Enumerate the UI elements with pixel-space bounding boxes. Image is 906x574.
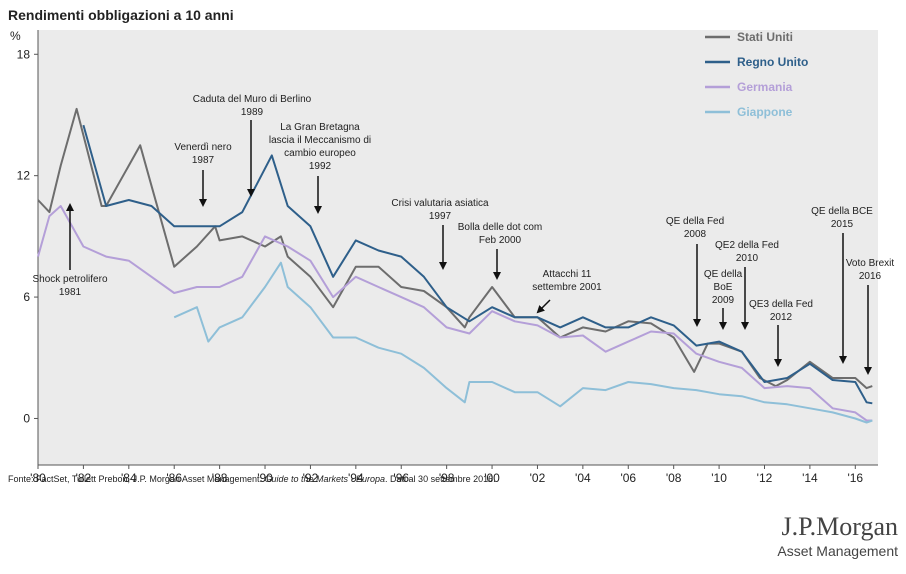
legend-label: Giappone [737,105,793,119]
x-tick-label: '10 [711,471,727,485]
annotation: 2009 [712,295,735,306]
x-tick-label: '00 [484,471,500,485]
logo-subtitle: Asset Management [777,543,898,559]
annotation: 1981 [59,287,82,298]
x-tick-label: '94 [348,471,364,485]
annotation: QE3 della Fed [749,299,813,310]
annotation: La Gran Bretagna [280,122,360,133]
annotation: 1987 [192,155,215,166]
logo: J.P.Morgan [781,512,898,541]
annotation: Caduta del Muro di Berlino [193,94,312,105]
legend-label: Germania [737,80,793,94]
x-tick-label: '14 [802,471,818,485]
annotation: 2016 [859,271,882,282]
x-tick-label: '80 [30,471,46,485]
line-series [82,124,873,405]
y-axis-label: % [10,29,21,43]
y-tick-label: 6 [23,290,30,304]
y-tick-label: 18 [17,47,31,61]
x-tick-label: '16 [847,471,863,485]
x-tick-label: '84 [121,471,137,485]
annotation: 2010 [736,253,759,264]
annotation: lascia il Meccanismo di [269,135,371,146]
x-tick-label: '82 [76,471,92,485]
annotation: 1997 [429,211,452,222]
annotation: Crisi valutaria asiatica [391,198,489,209]
x-tick-label: '02 [530,471,546,485]
x-tick-label: '90 [257,471,273,485]
line-series [37,205,873,422]
annotation: Feb 2000 [479,235,522,246]
annotation: QE della [704,269,743,280]
x-tick-label: '04 [575,471,591,485]
source-italic: Guide to the Markets - Europa [264,474,385,484]
x-tick-label: '96 [393,471,409,485]
annotation: Venerdì nero [174,142,232,153]
x-tick-label: '12 [757,471,773,485]
annotation: BoE [714,282,733,293]
x-tick-label: '06 [620,471,636,485]
x-tick-label: '88 [212,471,228,485]
source: Fonte: FactSet, Tullett Prebon, J.P. Mor… [8,474,264,484]
annotation: QE2 della Fed [715,240,779,251]
chart-title: Rendimenti obbligazioni a 10 anni [8,7,234,23]
annotation: 2015 [831,219,854,230]
annotation-arrow [536,299,551,314]
plot-background [38,30,878,465]
y-tick-label: 12 [17,169,31,183]
legend-label: Stati Uniti [737,30,793,44]
annotation: 1992 [309,161,332,172]
annotation: Attacchi 11 [543,269,592,280]
y-tick-label: 0 [23,411,30,425]
annotation: Shock petrolifero [32,274,107,285]
x-tick-label: '98 [439,471,455,485]
source-end: . Dati al 30 settembre 2016. [385,474,496,484]
annotation: Bolla delle dot com [458,222,543,233]
legend-label: Regno Unito [737,55,808,69]
source-note: Fonte: FactSet, Tullett Prebon, J.P. Mor… [8,474,496,484]
x-tick-label: '92 [303,471,319,485]
annotation: 2012 [770,312,793,323]
annotation: cambio europeo [284,148,356,159]
annotation: QE della BCE [811,206,873,217]
annotation: Voto Brexit [846,258,895,269]
line-series [173,261,873,424]
x-tick-label: '86 [166,471,182,485]
annotation: 1989 [241,107,264,118]
annotation: QE della Fed [666,216,724,227]
annotation: 2008 [684,229,707,240]
annotation: settembre 2001 [532,282,602,293]
x-tick-label: '08 [666,471,682,485]
